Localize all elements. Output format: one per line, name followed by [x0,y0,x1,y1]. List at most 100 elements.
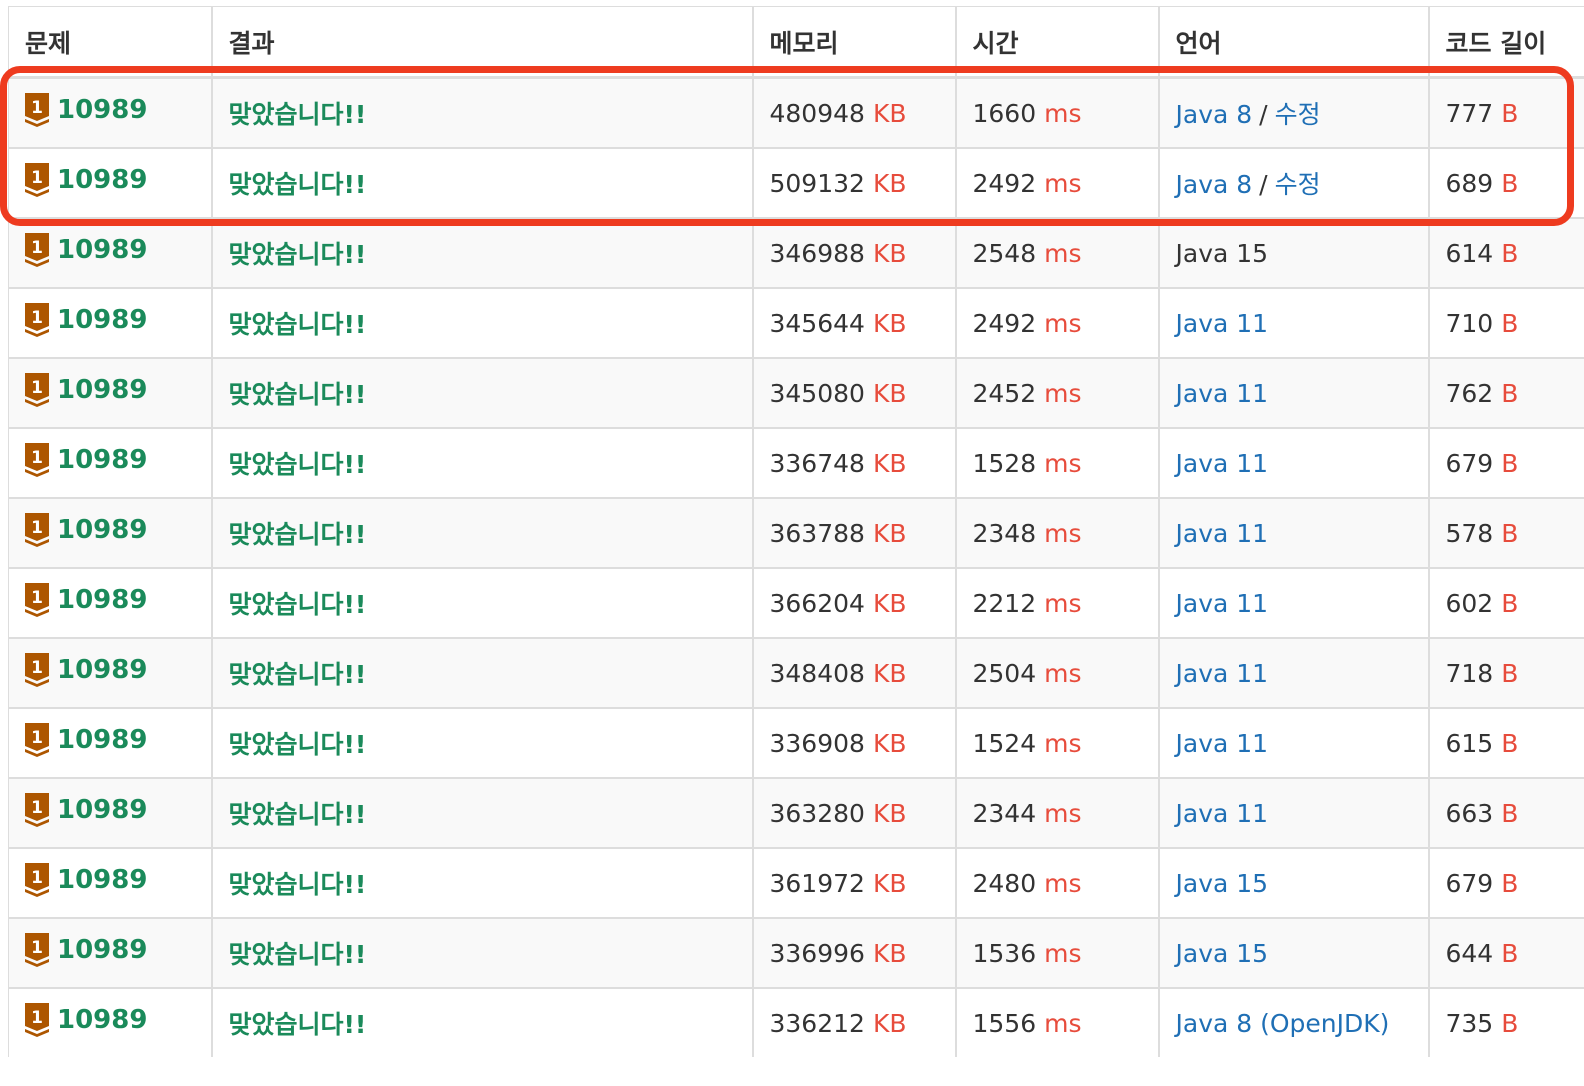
code-length-cell: 735 B [1427,987,1584,1057]
language-link[interactable]: Java 15 [1175,868,1269,898]
time-unit: ms [1044,728,1082,758]
code-length-value[interactable]: 777 [1445,98,1494,128]
problem-id[interactable]: 10989 [57,515,148,545]
language-link[interactable]: Java 11 [1175,658,1269,688]
problem-link[interactable]: 1 10989 [25,653,147,687]
problem-id[interactable]: 10989 [57,95,148,125]
svg-text:1: 1 [31,658,43,678]
language-cell: Java 11 [1157,707,1429,778]
problem-id[interactable]: 10989 [57,165,148,195]
memory-unit: KB [872,168,907,198]
memory-value: 345080 [769,378,865,408]
column-header-result: 결과 [210,6,753,79]
language-link[interactable]: Java 11 [1175,518,1269,548]
language-link[interactable]: Java 11 [1175,378,1269,408]
language-link[interactable]: Java 11 [1175,798,1269,828]
problem-id[interactable]: 10989 [57,235,148,265]
time-unit: ms [1044,1008,1082,1038]
table-row: 1 10989 맞았습니다!! 363280 KB 2344 ms Java 11 663 B [8,777,1584,848]
time-value: 1556 [972,1008,1037,1038]
code-length-unit: B [1501,798,1519,828]
code-length-value[interactable]: 663 [1445,798,1494,828]
memory-value: 509132 [769,168,865,198]
problem-cell: 1 10989 [8,287,212,358]
time-unit: ms [1044,308,1082,338]
problem-id[interactable]: 10989 [57,585,148,615]
memory-unit: KB [872,938,907,968]
result-status: 맞았습니다!! [228,590,367,619]
problem-id[interactable]: 10989 [57,655,148,685]
problem-id[interactable]: 10989 [57,935,148,965]
result-cell: 맞았습니다!! [210,777,753,848]
code-length-value[interactable]: 710 [1445,308,1494,338]
code-length-cell: 663 B [1427,777,1584,848]
problem-id[interactable]: 10989 [57,375,148,405]
problem-id[interactable]: 10989 [57,445,148,475]
time-unit: ms [1044,378,1082,408]
language-link[interactable]: Java 11 [1175,308,1269,338]
problem-id[interactable]: 10989 [57,795,148,825]
code-length-value[interactable]: 615 [1445,728,1494,758]
problem-link[interactable]: 1 10989 [25,863,147,897]
problem-link[interactable]: 1 10989 [25,373,147,407]
memory-cell: 480948 KB [751,76,956,148]
problem-link[interactable]: 1 10989 [25,303,147,337]
svg-text:1: 1 [31,98,43,118]
code-length-value[interactable]: 689 [1445,168,1494,198]
time-cell: 2504 ms [954,637,1159,708]
code-length-value[interactable]: 644 [1445,938,1494,968]
code-length-value[interactable]: 679 [1445,868,1494,898]
memory-value: 480948 [769,98,865,128]
code-length-value[interactable]: 679 [1445,448,1494,478]
problem-link[interactable]: 1 10989 [25,793,147,827]
memory-value: 363788 [769,518,865,548]
code-length-value[interactable]: 762 [1445,378,1494,408]
table-row: 1 10989 맞았습니다!! 348408 KB 2504 ms Java 11 718 B [8,637,1584,708]
svg-text:1: 1 [31,518,43,538]
language-link[interactable]: Java 11 [1175,728,1269,758]
time-cell: 2452 ms [954,357,1159,428]
bronze-tier-1-icon: 1 [25,793,49,827]
code-length-value[interactable]: 602 [1445,588,1494,618]
memory-cell: 336908 KB [751,707,956,778]
code-length-value[interactable]: 614 [1445,238,1494,268]
code-length-value[interactable]: 578 [1445,518,1494,548]
problem-cell: 1 10989 [8,497,212,568]
problem-id[interactable]: 10989 [57,305,148,335]
problem-link[interactable]: 1 10989 [25,443,147,477]
result-status: 맞았습니다!! [228,170,367,199]
problem-link[interactable]: 1 10989 [25,513,147,547]
problem-link[interactable]: 1 10989 [25,583,147,617]
problem-id[interactable]: 10989 [57,1005,148,1035]
result-cell: 맞았습니다!! [210,847,753,918]
table-row: 1 10989 맞았습니다!! 480948 KB 1660 ms Java 8/수정 777 B [8,76,1584,148]
language-link[interactable]: Java 15 [1175,938,1269,968]
code-length-unit: B [1501,658,1519,688]
problem-link[interactable]: 1 10989 [25,163,147,197]
language-link[interactable]: Java 8 [1175,100,1253,129]
edit-link[interactable]: 수정 [1274,100,1321,129]
time-value: 2492 [972,308,1037,338]
problem-link[interactable]: 1 10989 [25,233,147,267]
problem-id[interactable]: 10989 [57,865,148,895]
problem-id[interactable]: 10989 [57,725,148,755]
problem-link[interactable]: 1 10989 [25,93,147,127]
language-link[interactable]: Java 11 [1175,448,1269,478]
edit-link[interactable]: 수정 [1274,170,1321,199]
time-unit: ms [1044,588,1082,618]
language-link[interactable]: Java 8 (OpenJDK) [1175,1008,1390,1038]
language-link[interactable]: Java 11 [1175,588,1269,618]
code-length-unit: B [1501,728,1519,758]
table-row: 1 10989 맞았습니다!! 345080 KB 2452 ms Java 11 762 B [8,357,1584,428]
memory-cell: 363280 KB [751,777,956,848]
problem-link[interactable]: 1 10989 [25,1003,147,1037]
language-cell: Java 11 [1157,357,1429,428]
code-length-value[interactable]: 735 [1445,1008,1494,1038]
problem-link[interactable]: 1 10989 [25,933,147,967]
column-header-time: 시간 [954,6,1159,79]
problem-link[interactable]: 1 10989 [25,723,147,757]
language-link[interactable]: Java 8 [1175,170,1253,199]
memory-cell: 366204 KB [751,567,956,638]
problem-cell: 1 10989 [8,987,212,1057]
code-length-value[interactable]: 718 [1445,658,1494,688]
